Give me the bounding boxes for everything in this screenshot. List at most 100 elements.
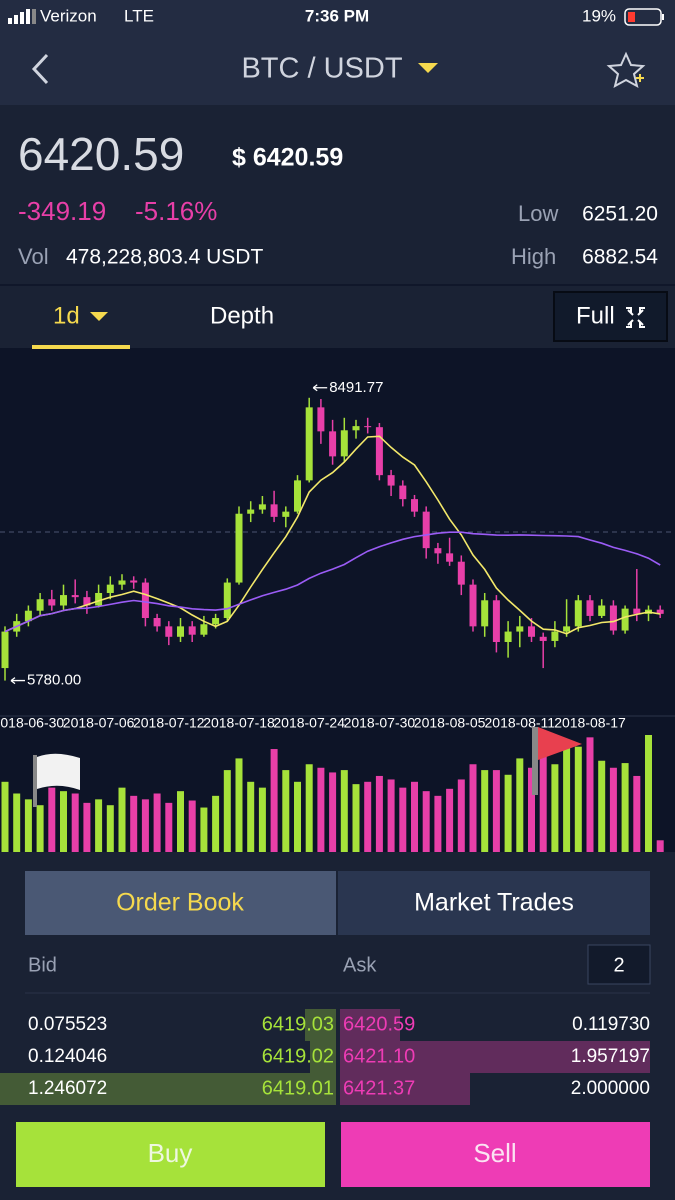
network: LTE	[124, 6, 154, 25]
candle-body	[188, 626, 196, 635]
candle-body	[71, 595, 79, 598]
high-marker-arrow	[312, 384, 328, 392]
volume-bar	[106, 805, 114, 852]
candle-body	[387, 475, 395, 486]
bid-price: 6419.03	[262, 1013, 334, 1035]
high-value: 6882.54	[582, 246, 658, 269]
change: -349.19	[18, 196, 106, 226]
white-flag	[33, 753, 80, 807]
market-trades-tab-bg[interactable]	[338, 871, 650, 935]
low-marker-label: 5780.00	[27, 672, 81, 689]
ask-price: 6421.37	[343, 1077, 415, 1099]
volume-bar	[83, 802, 91, 852]
volume-bar	[574, 746, 582, 852]
candle-body	[83, 597, 91, 606]
volume-bar	[434, 795, 442, 852]
bid-price: 6419.01	[262, 1077, 334, 1099]
volume-bar	[258, 787, 266, 852]
back-button[interactable]	[31, 53, 49, 85]
favorite[interactable]	[606, 51, 646, 88]
candle-body	[586, 600, 594, 616]
interval-tab[interactable]: 1d	[53, 302, 80, 329]
volume-bar	[200, 807, 208, 852]
depth-tab[interactable]: Depth	[210, 302, 274, 329]
candle-body	[528, 626, 535, 637]
candle-body	[223, 582, 231, 619]
candle-body	[621, 608, 629, 631]
candle-body	[504, 631, 512, 642]
volume-bar	[212, 795, 220, 852]
pair-title[interactable]: BTC / USDT	[241, 53, 402, 85]
x-tick-label: 2018-07-06	[63, 715, 135, 731]
volume-bar	[598, 760, 606, 852]
pair-dropdown[interactable]	[418, 63, 438, 73]
candle-body	[481, 600, 489, 627]
ask-label: Ask	[343, 954, 377, 976]
candle-body	[141, 582, 149, 619]
volume-bar	[1, 781, 9, 852]
x-tick-label: 2018-08-11	[485, 715, 556, 731]
battery-icon	[624, 8, 664, 26]
volume-bar	[387, 779, 395, 852]
depth-bars	[0, 1009, 650, 1105]
low-label: Low	[518, 201, 558, 226]
favorite-plus	[636, 74, 644, 82]
candle-body	[446, 553, 454, 562]
candle-body	[1, 631, 9, 669]
volume-bar	[60, 791, 67, 852]
order-book-tab[interactable]: Order Book	[116, 889, 244, 917]
candle-body	[235, 513, 243, 583]
candle-body	[270, 504, 278, 517]
x-tick-label: 2018-07-24	[273, 715, 345, 731]
precision[interactable]: 2	[613, 954, 624, 976]
volume-bar	[177, 791, 184, 852]
full-label[interactable]: Full	[576, 302, 615, 329]
candle-body	[177, 626, 184, 637]
book-rows: 0.075523 6419.03 6420.59 0.119730 0.124046 64…	[28, 1013, 650, 1099]
candle-body	[422, 511, 430, 549]
volume-bar	[235, 758, 243, 852]
volume-bar	[118, 787, 126, 852]
candle-body	[399, 485, 407, 500]
buy-label[interactable]: Buy	[148, 1138, 193, 1168]
candle-body	[282, 511, 290, 517]
bid-amount: 0.124046	[28, 1046, 107, 1067]
market-trades-tab[interactable]: Market Trades	[414, 889, 574, 917]
candle-body	[563, 626, 571, 632]
sell-button[interactable]	[341, 1122, 650, 1187]
order-book-tab-bg[interactable]	[25, 871, 336, 935]
full-button[interactable]	[553, 291, 668, 342]
candle-body	[656, 609, 664, 614]
ask-amount: 0.119730	[572, 1014, 650, 1035]
candle-body	[598, 605, 606, 616]
volume-bar	[223, 770, 231, 852]
volume-bar	[294, 781, 301, 852]
buy-button[interactable]	[16, 1122, 325, 1187]
x-tick-label: 2018-07-18	[203, 715, 275, 731]
candle-body	[48, 599, 56, 606]
volume-bar	[446, 788, 454, 852]
volume-bar	[645, 735, 652, 852]
volume-bar	[609, 767, 617, 852]
vol-label: Vol	[18, 244, 49, 269]
ask-price: 6421.10	[343, 1045, 415, 1067]
interval-dropdown[interactable]	[90, 312, 108, 321]
candle-body	[118, 580, 126, 585]
volume-bar	[539, 749, 547, 852]
volume-bar	[551, 764, 559, 852]
candle-body	[411, 499, 418, 512]
volume-bar	[586, 737, 594, 852]
candle-body	[457, 561, 465, 585]
volume-bar	[141, 799, 149, 852]
volume-bar	[621, 763, 629, 852]
volume-bar	[352, 784, 360, 852]
volume-bar	[340, 770, 348, 852]
volume-bar	[469, 764, 477, 852]
candle-body	[212, 618, 220, 625]
precision-box[interactable]	[587, 944, 651, 985]
bid-amount: 0.075523	[28, 1014, 107, 1035]
candle-body	[130, 580, 138, 583]
sell-label[interactable]: Sell	[473, 1138, 516, 1168]
ma-line	[4, 531, 661, 633]
